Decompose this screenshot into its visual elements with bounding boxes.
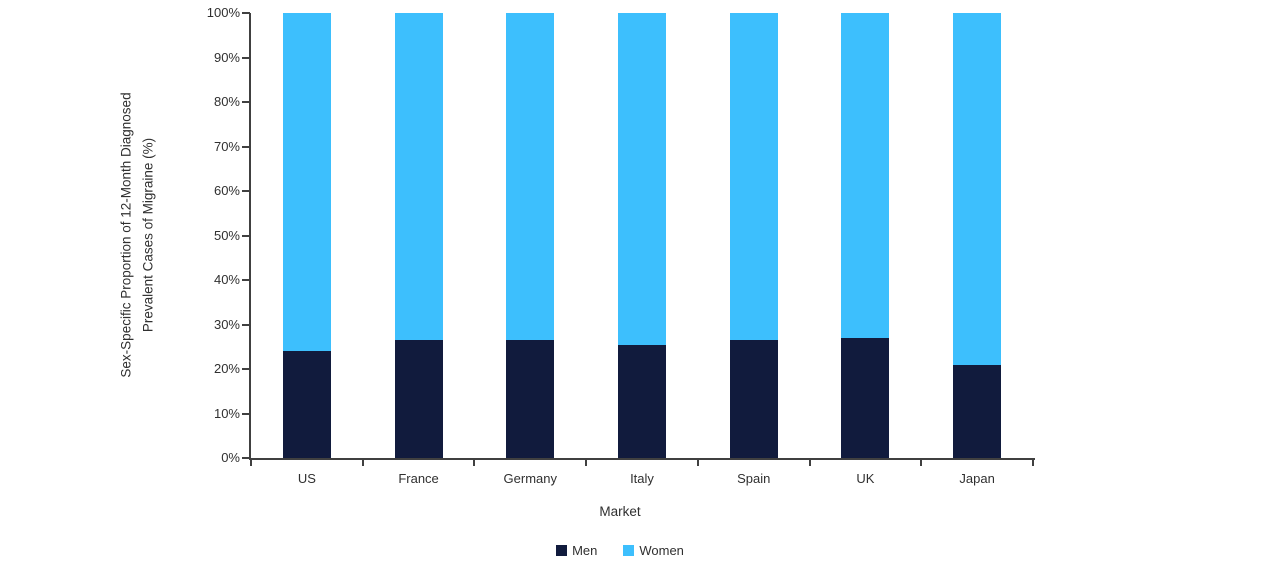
x-tick-label-japan: Japan <box>959 471 995 486</box>
y-tick-label: 60% <box>213 183 240 198</box>
x-axis-line <box>249 458 1035 460</box>
y-tick-mark <box>242 145 250 148</box>
x-tick-label-uk: UK <box>856 471 875 486</box>
legend-label-women: Women <box>639 543 684 558</box>
y-tick-label: 0% <box>221 450 240 465</box>
y-tick-mark <box>242 412 250 415</box>
y-tick-mark <box>242 190 250 192</box>
x-tick-label-spain: Spain <box>737 471 771 486</box>
y-tick-label: 40% <box>213 272 240 287</box>
bar-segment-men-france <box>394 340 443 458</box>
bar-segment-women-germany <box>506 13 555 341</box>
y-tick-mark <box>242 56 250 59</box>
y-tick-label: 30% <box>213 316 240 332</box>
x-tick-mark <box>473 460 476 466</box>
bar-segment-women-us <box>282 13 331 352</box>
y-tick-mark <box>242 323 250 326</box>
bar-segment-women-spain <box>729 13 778 341</box>
bar-segment-women-japan <box>953 13 1002 365</box>
bar-segment-men-us <box>282 351 331 458</box>
legend: Men Women <box>0 543 1240 558</box>
y-tick-label: 80% <box>213 94 240 109</box>
legend-label-men: Men <box>572 543 598 558</box>
bar-segment-women-uk <box>841 13 890 338</box>
bar-germany <box>506 13 555 458</box>
legend-item-women: Women <box>623 543 684 558</box>
y-tick-label: 90% <box>213 49 240 65</box>
y-tick-label: 100% <box>206 5 240 20</box>
y-tick-label: 10% <box>213 405 240 421</box>
y-axis-title-line1: Sex-Specific Proportion of 12-Month Diag… <box>118 92 134 378</box>
bar-segment-men-germany <box>506 340 555 458</box>
bar-segment-men-italy <box>618 344 666 458</box>
y-tick-mark <box>242 101 250 103</box>
bar-segment-women-italy <box>618 13 666 345</box>
y-axis-title-line2: Prevalent Cases of Migraine (%) <box>140 137 156 333</box>
y-tick-label: 20% <box>213 361 240 376</box>
bar-segment-women-france <box>394 13 443 341</box>
x-tick-mark <box>585 460 588 466</box>
x-tick-label-italy: Italy <box>630 471 654 486</box>
legend-swatch-women <box>623 545 635 556</box>
y-tick-mark <box>242 368 250 370</box>
x-tick-mark <box>1032 460 1034 466</box>
x-tick-mark <box>920 460 923 466</box>
y-tick-mark <box>242 234 250 237</box>
x-tick-mark <box>250 460 252 466</box>
x-tick-mark <box>361 460 364 466</box>
bar-spain <box>729 13 778 458</box>
x-tick-label-germany: Germany <box>503 471 557 486</box>
bar-us <box>282 13 331 458</box>
x-tick-label-us: US <box>297 471 316 486</box>
y-axis-title: Sex-Specific Proportion of 12-Month Diag… <box>116 13 160 458</box>
y-tick-mark <box>242 279 250 281</box>
x-tick-mark <box>696 460 699 466</box>
x-axis-title: Market <box>599 504 641 519</box>
x-tick-mark <box>808 460 811 466</box>
bar-italy <box>618 13 666 458</box>
y-tick-mark <box>242 457 250 459</box>
y-tick-label: 50% <box>213 227 240 243</box>
bar-segment-men-spain <box>729 340 778 458</box>
y-tick-label: 70% <box>213 138 240 154</box>
legend-swatch-men <box>556 545 568 556</box>
y-axis-line <box>249 13 251 460</box>
bar-japan <box>953 13 1002 458</box>
x-tick-label-france: France <box>398 471 439 486</box>
bar-segment-men-uk <box>841 337 890 458</box>
legend-item-men: Men <box>556 543 597 558</box>
y-tick-mark <box>242 12 250 14</box>
bar-segment-men-japan <box>953 364 1002 458</box>
bar-uk <box>841 13 890 458</box>
bar-france <box>394 13 443 458</box>
